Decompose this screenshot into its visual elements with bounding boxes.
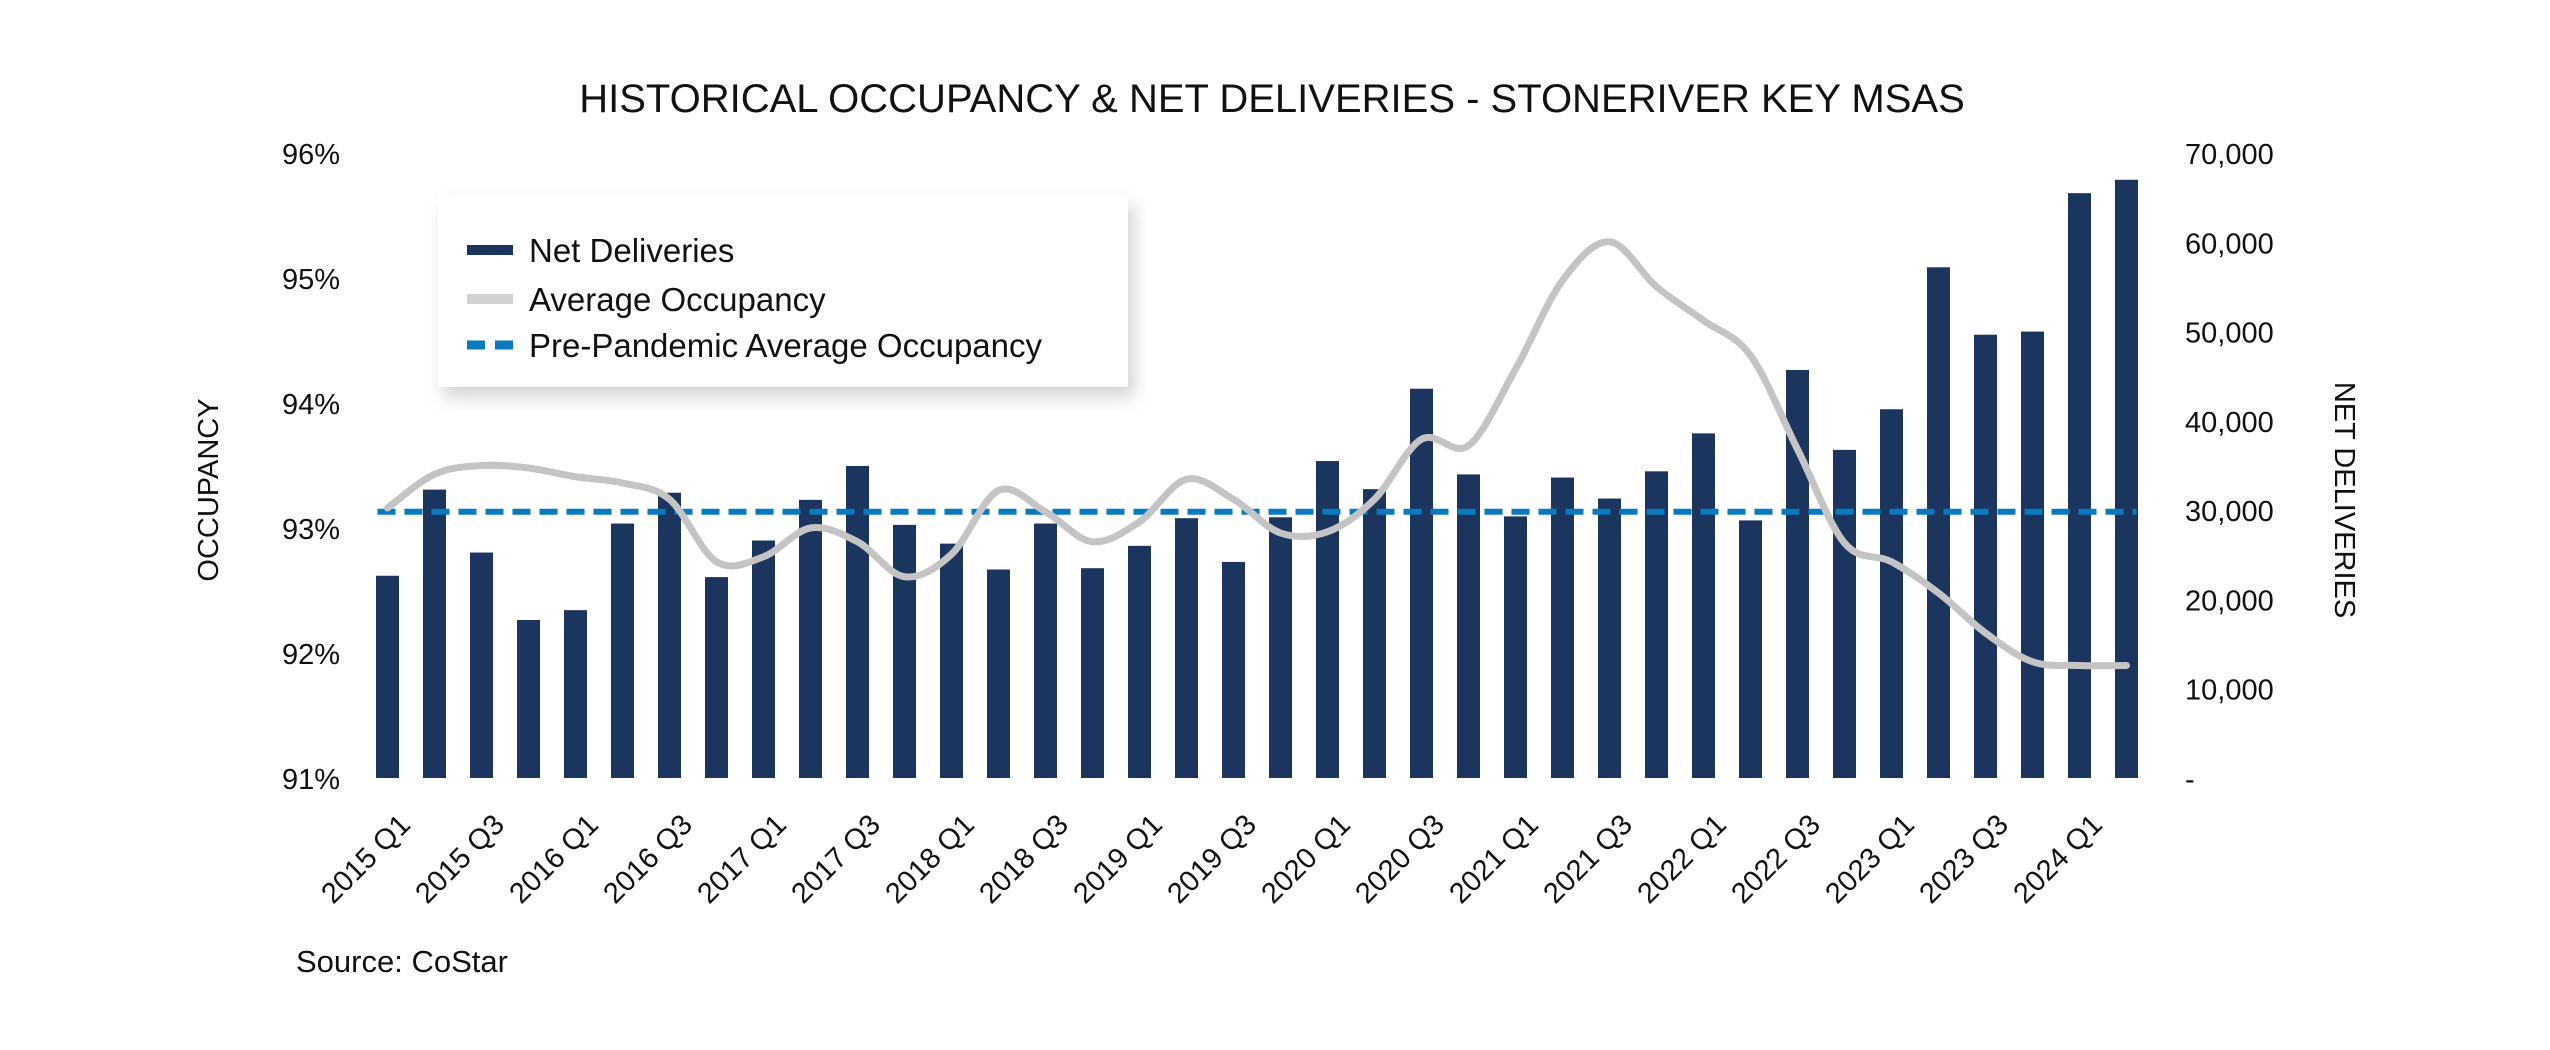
x-tick-label: 2021 Q1 (1443, 809, 1544, 910)
x-tick-label: 2023 Q3 (1913, 809, 2014, 910)
bar-2023-q3 (1974, 334, 1997, 778)
bar-2023-q2 (1927, 267, 1950, 778)
x-tick-label: 2022 Q1 (1631, 809, 1732, 910)
average-occupancy-line (384, 238, 2130, 670)
x-tick-label: 2017 Q1 (691, 809, 792, 910)
left-tick-label: 94% (282, 389, 340, 421)
bar-2017-q4 (893, 524, 916, 778)
bar-2016-q3 (658, 492, 681, 778)
x-tick-label: 2015 Q3 (409, 809, 510, 910)
bar-2019-q4 (1269, 517, 1292, 778)
legend-label-net-deliveries: Net Deliveries (529, 232, 734, 269)
bar-2022-q2 (1739, 520, 1762, 778)
x-tick-label: 2016 Q3 (597, 809, 698, 910)
right-axis: - 10,000 20,000 30,000 40,000 50,000 60,000 70,… (2185, 139, 2274, 796)
x-tick-label: 2022 Q3 (1725, 809, 1826, 910)
bar-2024-q2 (2115, 179, 2138, 779)
legend-box (438, 196, 1128, 387)
bar-2023-q1 (1880, 409, 1903, 778)
lines-layer (377, 238, 2137, 670)
bar-2020-q4 (1457, 474, 1480, 778)
right-tick-label: - (2185, 764, 2195, 796)
bar-2019-q3 (1222, 561, 1245, 778)
right-tick-label: 60,000 (2185, 228, 2274, 260)
bar-2019-q2 (1175, 518, 1198, 778)
bar-2018-q4 (1081, 568, 1104, 778)
right-tick-label: 70,000 (2185, 139, 2274, 171)
right-tick-label: 20,000 (2185, 585, 2274, 617)
x-tick-label: 2021 Q3 (1537, 809, 1638, 910)
x-tick-label: 2020 Q3 (1349, 809, 1450, 910)
bar-2017-q1 (752, 540, 775, 778)
bar-2015-q4 (517, 619, 540, 778)
legend: Net Deliveries Average Occupancy Pre-Pan… (438, 196, 1128, 387)
bar-2016-q2 (611, 523, 634, 778)
x-tick-label: 2019 Q3 (1161, 809, 1262, 910)
bar-2021-q1 (1504, 516, 1527, 778)
bars-layer (376, 179, 2138, 779)
bar-2021-q3 (1598, 498, 1621, 778)
left-tick-label: 92% (282, 639, 340, 671)
source-note: Source: CoStar (296, 944, 508, 979)
left-axis: 91% 92% 93% 94% 95% 96% (282, 139, 340, 796)
left-tick-label: 96% (282, 139, 340, 171)
bar-2022-q1 (1692, 433, 1715, 778)
bar-2020-q1 (1316, 461, 1339, 778)
bar-2017-q2 (799, 499, 822, 778)
x-tick-label: 2016 Q1 (503, 809, 604, 910)
x-tick-label: 2020 Q1 (1255, 809, 1356, 910)
x-tick-label: 2015 Q1 (315, 809, 416, 910)
left-axis-title: OCCUPANCY (193, 398, 225, 581)
bar-2023-q4 (2021, 331, 2044, 778)
x-tick-label: 2019 Q1 (1067, 809, 1168, 910)
bar-2022-q4 (1833, 449, 1856, 778)
x-tick-label: 2018 Q3 (973, 809, 1074, 910)
left-tick-label: 93% (282, 514, 340, 546)
bar-2020-q3 (1410, 388, 1433, 778)
bar-2020-q2 (1363, 489, 1386, 778)
legend-label-pre-pandemic: Pre-Pandemic Average Occupancy (529, 327, 1042, 364)
bar-2024-q1 (2068, 193, 2091, 778)
bar-2016-q4 (705, 577, 728, 778)
right-tick-label: 10,000 (2185, 675, 2274, 707)
right-tick-label: 30,000 (2185, 496, 2274, 528)
left-tick-label: 91% (282, 764, 340, 796)
x-tick-label: 2018 Q1 (879, 809, 980, 910)
bar-2015-q2 (423, 489, 446, 778)
bar-2018-q3 (1034, 523, 1057, 778)
bar-2015-q3 (470, 552, 493, 778)
bar-2016-q1 (564, 610, 587, 778)
right-tick-label: 50,000 (2185, 318, 2274, 350)
bar-2021-q4 (1645, 471, 1668, 778)
bar-2022-q3 (1786, 369, 1809, 778)
left-tick-label: 95% (282, 264, 340, 296)
bar-2018-q2 (987, 569, 1010, 778)
x-tick-label: 2017 Q3 (785, 809, 886, 910)
legend-swatch-average-occupancy (467, 294, 513, 304)
bar-2018-q1 (940, 543, 963, 778)
bar-2019-q1 (1128, 545, 1151, 778)
chart-title: HISTORICAL OCCUPANCY & NET DELIVERIES - … (579, 77, 1965, 121)
right-tick-label: 40,000 (2185, 407, 2274, 439)
bar-2015-q1 (376, 575, 399, 778)
legend-label-average-occupancy: Average Occupancy (529, 281, 826, 318)
bar-2021-q2 (1551, 477, 1574, 778)
legend-swatch-net-deliveries (467, 245, 513, 255)
x-tick-label: 2023 Q1 (1819, 809, 1920, 910)
right-axis-title: NET DELIVERIES (2328, 382, 2360, 618)
x-tick-label: 2024 Q1 (2007, 809, 2108, 910)
